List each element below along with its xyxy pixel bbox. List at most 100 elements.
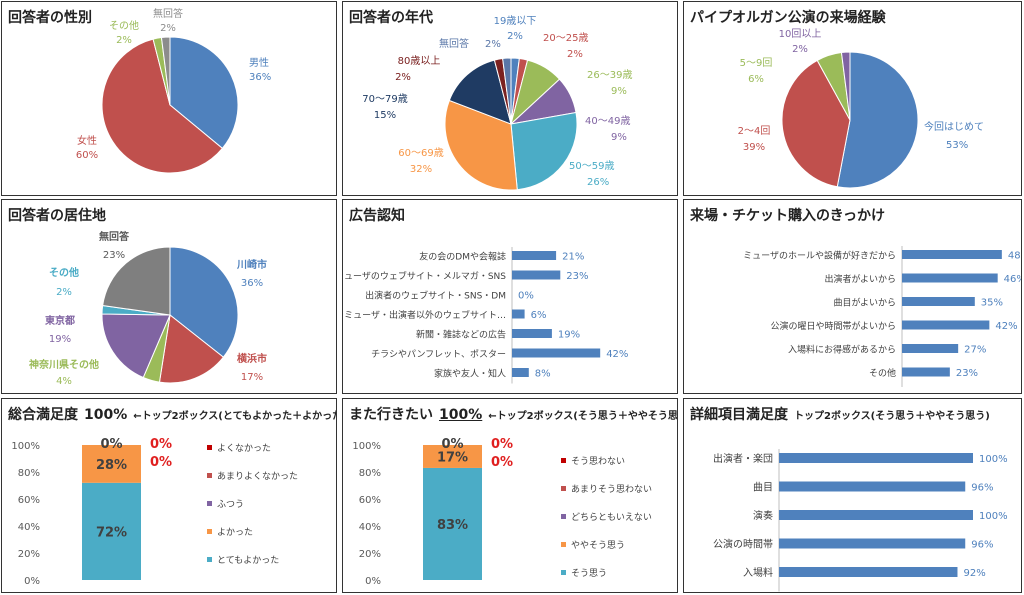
slice-value-label: 2%	[56, 287, 72, 298]
slice-value-label: 32%	[410, 164, 432, 175]
slice-label: 60～69歳	[398, 147, 443, 159]
legend-entry: よかった	[217, 527, 253, 538]
overall-satisfaction-stacked-chart: 0% 20% 40% 60% 80% 100% 72% 28% 0% 0% 0% よくなかったあまりよ…	[11, 437, 298, 587]
legend-swatch	[561, 514, 566, 519]
y-tick-label: 0%	[24, 576, 40, 587]
data-label: 48%	[1008, 251, 1022, 262]
chart-title: また行きたい	[349, 407, 433, 423]
bar	[902, 297, 975, 306]
category-tick-label: ミューザのホールや設備が好きだから	[743, 250, 896, 262]
slice-value-label: 9%	[611, 86, 627, 97]
legend-entry: よくなかった	[217, 443, 271, 454]
pie-slice-7	[448, 59, 512, 125]
stacked-segment	[82, 445, 141, 483]
bar	[902, 273, 998, 283]
stacked-segment	[82, 482, 141, 580]
title-row: また行きたい 100% ←トップ2ボックス(そう思う＋ややそう思う)	[349, 404, 677, 424]
slice-label: その他	[109, 19, 139, 32]
chart-title: 回答者の居住地	[8, 208, 106, 224]
bar	[902, 320, 990, 330]
segment-data-label: 0%	[150, 455, 172, 470]
slice-value-label: 2%	[507, 31, 523, 42]
data-label: 27%	[964, 345, 986, 356]
category-tick-label: 家族や友人・知人	[434, 368, 506, 380]
slice-label: 無回答	[439, 37, 469, 50]
bar	[902, 344, 959, 353]
category-tick-label: 出演者がよいから	[824, 273, 896, 285]
slice-label: 20～25歳	[543, 32, 588, 44]
bar	[512, 251, 557, 260]
slice-label: 東京都	[45, 314, 75, 327]
slice-value-label: 15%	[374, 110, 396, 121]
slice-value-label: 2%	[485, 39, 501, 50]
panel-experience: パイプオルガン公演の来場経験 今回はじめて 53% 2～4回 39% 5～9回 6% 10回…	[683, 1, 1022, 196]
gender-pie-chart: 男性 36% 女性 60% その他 2% 無回答 2%	[76, 7, 271, 174]
slice-value-label: 6%	[748, 74, 764, 85]
legend-swatch	[207, 557, 212, 562]
category-tick-label: 出演者のウェブサイト・SNS・DM	[365, 290, 506, 302]
y-tick-label: 80%	[18, 468, 40, 479]
slice-label: 70～79歳	[362, 93, 407, 105]
y-tick-label: 60%	[359, 495, 381, 506]
category-tick-label: 新聞・雑誌などの広告	[416, 329, 506, 341]
pie-slice-5	[510, 111, 578, 191]
slice-label: 5～9回	[740, 57, 773, 69]
category-tick-label: 曲目	[753, 482, 773, 494]
legend-entry: あまりよくなかった	[217, 471, 298, 482]
data-label: 42%	[995, 321, 1017, 332]
panel-motivation: 来場・チケット購入のきっかけ ミューザのホールや設備が好きだから 48% 出演者がよ…	[683, 199, 1022, 394]
chart-title: 来場・チケット購入のきっかけ	[690, 208, 886, 224]
data-label: 46%	[1004, 274, 1022, 285]
panel-detail-satisfaction: 詳細項目満足度 トップ2ボックス(そう思う＋ややそう思う) 出演者・楽団 100% 曲…	[683, 398, 1022, 593]
slice-label: 10回以上	[779, 28, 822, 40]
pie-slice-4	[101, 313, 171, 379]
segment-data-label: 0%	[150, 437, 172, 452]
data-label: 42%	[606, 349, 628, 360]
data-label: 23%	[566, 271, 588, 282]
chart-title: 詳細項目満足度	[690, 407, 788, 423]
data-label: 92%	[963, 568, 985, 579]
slice-label: 無回答	[153, 7, 183, 20]
slice-label: 40～49歳	[585, 115, 630, 127]
y-tick-label: 20%	[18, 549, 40, 560]
slice-value-label: 17%	[241, 372, 263, 383]
bar	[902, 250, 1002, 259]
legend-entry: ふつう	[217, 499, 244, 510]
slice-label: 女性	[77, 134, 97, 147]
slice-label: 無回答	[99, 230, 130, 243]
pie-slice-1	[836, 51, 919, 189]
residence-pie-chart: 川崎市 36% 横浜市 17% 神奈川県その他 4% 東京都 19% その他 2% 無回答 23%	[29, 230, 267, 387]
pie-slice-2	[158, 314, 225, 384]
legend-swatch	[207, 529, 212, 534]
stacked-segment	[423, 445, 482, 468]
headline-note: ←トップ2ボックス(とてもよかった＋よかった)	[133, 411, 337, 422]
bar	[902, 367, 950, 377]
panel-gender: 回答者の性別 男性 36% 女性 60% その他 2% 無回答 2%	[1, 1, 337, 196]
data-label: 21%	[562, 252, 584, 263]
slice-value-label: 23%	[103, 250, 125, 261]
pie-slice-1	[169, 36, 239, 150]
data-label: 8%	[535, 369, 551, 380]
category-tick-label: チラシやパンフレット、ポスター	[371, 349, 506, 360]
slice-value-label: 36%	[249, 72, 271, 83]
pie-slice-4	[840, 51, 851, 121]
category-tick-label: 出演者・楽団	[713, 452, 773, 465]
panel-overall-satisfaction: 総合満足度 100% ←トップ2ボックス(とてもよかった＋よかった) 0% 20% 40…	[1, 398, 337, 593]
slice-label: その他	[49, 266, 79, 279]
y-tick-label: 20%	[359, 549, 381, 560]
motivation-bar-chart: ミューザのホールや設備が好きだから 48% 出演者がよいから 46% 曲目がよいから 35…	[743, 246, 1022, 387]
chart-title: 回答者の年代	[349, 10, 433, 26]
y-tick-label: 60%	[18, 495, 40, 506]
legend-swatch	[561, 570, 566, 575]
slice-value-label: 36%	[241, 278, 263, 289]
slice-value-label: 2%	[116, 35, 132, 46]
pie-slice-9	[502, 57, 512, 125]
segment-data-label: 0%	[441, 437, 463, 452]
legend-swatch	[561, 458, 566, 463]
legend-swatch	[561, 542, 566, 547]
category-tick-label: 公演の時間帯	[713, 538, 773, 551]
y-tick-label: 0%	[365, 576, 381, 587]
y-tick-label: 100%	[11, 441, 40, 452]
legend-entry: そう思う	[571, 568, 607, 579]
pie-slice-2	[781, 59, 851, 188]
